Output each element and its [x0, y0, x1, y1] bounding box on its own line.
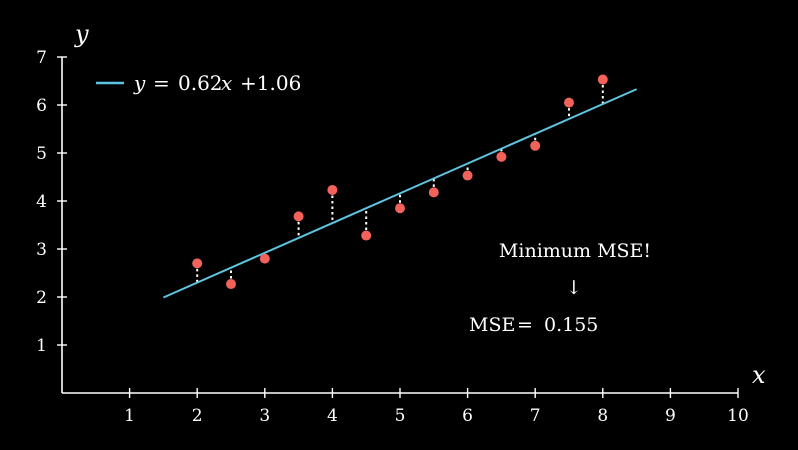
legend-intercept: +1.06: [240, 71, 301, 95]
legend-equation: y = 0.62 x +1.06: [133, 71, 301, 95]
x-tick-label: 4: [327, 406, 338, 426]
y-tick-label: 6: [36, 96, 47, 116]
x-axis-title: x: [752, 361, 766, 389]
data-point: [496, 151, 507, 162]
axes: [61, 57, 738, 394]
x-tick-label: 2: [192, 406, 203, 426]
y-tick-label: 4: [36, 192, 47, 212]
data-point: [259, 253, 270, 264]
mse-label: MSE: [469, 314, 515, 336]
data-point: [327, 184, 338, 195]
x-tick-label: 5: [395, 406, 406, 426]
y-tick-label: 5: [36, 144, 47, 164]
y-tick-label: 1: [36, 336, 47, 356]
x-tick-label: 3: [259, 406, 270, 426]
x-tick-label: 6: [462, 406, 473, 426]
data-point: [530, 140, 541, 151]
y-tick-label: 7: [36, 48, 47, 68]
y-axis-title: y: [74, 20, 89, 48]
data-point: [395, 203, 405, 214]
y-tick-label: 3: [36, 240, 47, 260]
legend-slope: 0.62: [178, 71, 223, 95]
regression-line: [162, 88, 638, 299]
y-tick-label: 2: [36, 288, 47, 308]
legend: y = 0.62 x +1.06: [96, 71, 301, 95]
minimum-mse-label: Minimum MSE!: [499, 240, 651, 262]
data-point: [428, 187, 439, 198]
mse-value-label: MSE = 0.155: [469, 314, 598, 336]
data-point: [192, 258, 203, 269]
data-point: [293, 211, 304, 222]
mse-equals: =: [517, 314, 533, 336]
legend-equals: =: [153, 71, 170, 95]
data-point: [597, 74, 608, 85]
x-tick-label: 7: [530, 406, 541, 426]
y-ticks: 1 2 3 4 5 6 7: [36, 48, 67, 356]
data-points: [192, 74, 608, 290]
legend-lhs: y: [133, 71, 146, 95]
mse-number: 0.155: [544, 314, 598, 336]
data-point: [564, 97, 574, 108]
down-arrow-icon: ↓: [566, 277, 582, 299]
data-point: [226, 279, 236, 290]
x-tick-label: 8: [597, 406, 608, 426]
x-tick-label: 1: [124, 406, 135, 426]
x-tick-label: 9: [665, 406, 676, 426]
annotations: Minimum MSE! ↓ MSE = 0.155: [469, 240, 651, 336]
legend-var: x: [221, 71, 232, 95]
x-ticks: 1 2 3 4 5 6 7 8 9 10: [124, 388, 749, 426]
data-point: [462, 170, 473, 181]
data-point: [361, 230, 372, 241]
x-tick-label: 10: [727, 406, 749, 426]
